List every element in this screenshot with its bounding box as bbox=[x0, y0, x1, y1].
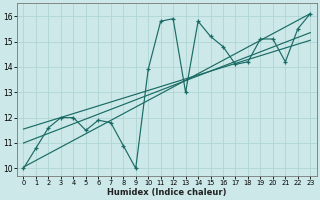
X-axis label: Humidex (Indice chaleur): Humidex (Indice chaleur) bbox=[107, 188, 227, 197]
